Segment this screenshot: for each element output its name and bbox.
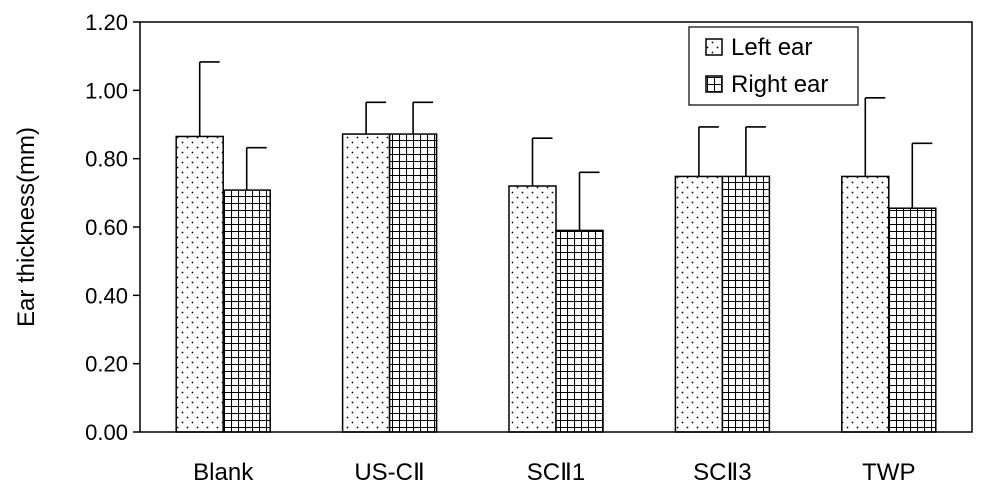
- y-tick-label: 0.80: [85, 147, 128, 172]
- bar-right-ear-blank: [222, 189, 271, 433]
- y-tick-label: 0.40: [85, 283, 128, 308]
- y-tick-label: 1.00: [85, 78, 128, 103]
- x-tick-label-sc-1: SCⅡ1: [527, 459, 586, 486]
- legend-swatch-right-ear: [705, 75, 723, 93]
- bar-right-ear-sc-3: [721, 175, 771, 433]
- y-tick-label: 0.00: [85, 420, 128, 445]
- x-tick-label-blank: Blank: [193, 459, 254, 486]
- y-axis-ticks: 0.00 0.20 0.40 0.60 0.80 1.00 1.20: [85, 10, 140, 445]
- bar-left-ear-sc-3: [674, 175, 724, 433]
- y-tick-label: 0.20: [85, 352, 128, 377]
- bar-right-ear-twp: [888, 207, 937, 433]
- bar-left-ear-blank: [175, 135, 224, 433]
- bar-left-ear-us-c: [341, 133, 391, 433]
- bar-left-ear-sc-1: [508, 185, 557, 433]
- legend-swatch-left-ear: [705, 38, 723, 56]
- legend: Left ear Right ear: [688, 26, 859, 106]
- y-axis-title-group: Ear thickness(mm): [13, 127, 40, 327]
- plot-area-frame: [139, 21, 973, 433]
- y-tick-label: 1.20: [85, 10, 128, 35]
- x-tick-label-twp: TWP: [862, 459, 915, 486]
- bar-right-ear-sc-1: [555, 229, 604, 433]
- x-axis-labels: Blank US-CⅡ SCⅡ1 SCⅡ3 TWP: [193, 459, 915, 486]
- bar-right-ear-us-c: [388, 133, 438, 433]
- bars-layer: [175, 61, 937, 433]
- y-axis-title: Ear thickness(mm): [13, 127, 40, 327]
- y-tick-label: 0.60: [85, 215, 128, 240]
- x-tick-label-us-c: US-CⅡ: [354, 459, 424, 486]
- legend-label-right-ear: Right ear: [731, 71, 828, 98]
- legend-label-left-ear: Left ear: [731, 34, 812, 61]
- x-tick-label-sc-3: SCⅡ3: [693, 459, 752, 486]
- bar-left-ear-twp: [841, 175, 890, 433]
